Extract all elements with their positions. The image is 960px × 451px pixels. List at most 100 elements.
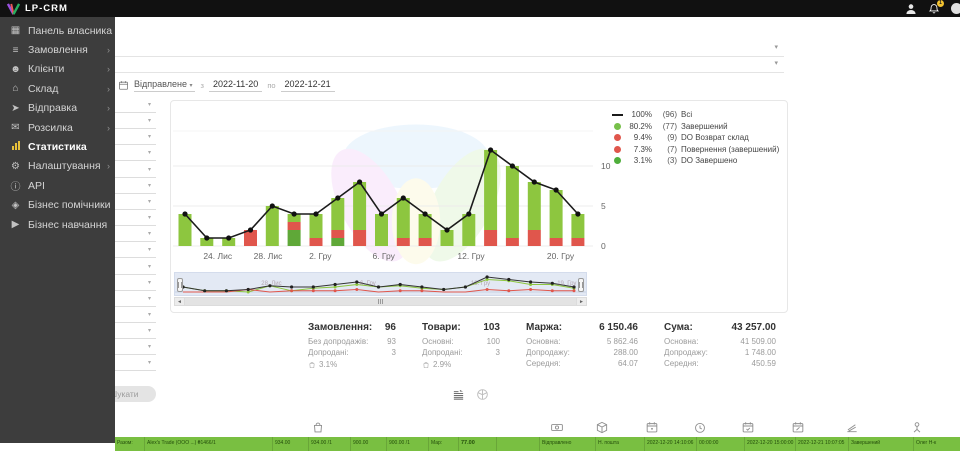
legend-label: Повернення (завершений) xyxy=(681,144,780,154)
date-type-select[interactable]: Відправлене ▾ xyxy=(134,78,196,92)
sidebar-item-2[interactable]: ≡ Замовлення › xyxy=(0,40,115,59)
navigator-tick-label: 13. Гру xyxy=(470,281,491,287)
scrollbar-thumb[interactable] xyxy=(185,298,576,305)
row-cell: Олег Н-к xyxy=(914,437,960,451)
warehouse-icon: ⌂ xyxy=(12,83,19,95)
chart-legend: 100% (96) Всі 80.2% (77) Завершений 9.4% (9) DO … xyxy=(611,109,779,167)
globe-view-icon[interactable] xyxy=(476,388,489,401)
row-cell: 900.00 xyxy=(351,437,387,451)
legend-item[interactable]: 9.4% (9) DO Возврат склад xyxy=(611,132,779,144)
legend-marker xyxy=(611,134,623,142)
legend-count: (96) xyxy=(662,110,677,120)
sidebar-item-label: Замовлення xyxy=(28,44,88,57)
calendar-sent-icon[interactable] xyxy=(742,421,755,434)
svg-text:24. Лис: 24. Лис xyxy=(203,251,233,261)
legend-marker xyxy=(611,122,623,130)
stat-title: Товари: xyxy=(422,322,461,333)
sidebar-item-label: Розсилка xyxy=(28,121,73,134)
navigator-tick-label: 19. Гру xyxy=(557,281,577,287)
stat-sub-label: Середня: xyxy=(526,359,561,368)
chart-navigator[interactable]: 28. Лис 6. Гру 13. Гру 19. Гру xyxy=(174,272,587,296)
sidebar-item-5[interactable]: ➤ Відправка › xyxy=(0,99,115,118)
banknote-icon[interactable] xyxy=(551,421,564,434)
row-cell: Завершений xyxy=(849,437,914,451)
stat-sub-value: 3 xyxy=(495,348,500,357)
row-cell: 2022-12-20 14:10:06 xyxy=(645,437,697,451)
status-chart-icon[interactable] xyxy=(846,421,859,434)
sidebar-item-11[interactable]: ▶ Бізнес навчання xyxy=(0,215,115,234)
table-row[interactable]: Разом: Alex's Trade (ООО ...) ₴1466/1 934.… xyxy=(115,437,960,451)
stats-column: Сума: 43 257.00 Основна: 41 509.00 Допродажу… xyxy=(664,322,776,369)
legend-count: (77) xyxy=(662,121,677,131)
legend-percent: 100% xyxy=(631,110,652,120)
stats-summary: Замовлення: 96 Без допродажів: 93 Допродані:… xyxy=(308,322,776,369)
navigator-handle-right[interactable] xyxy=(578,278,584,292)
stat-sub-label: Основна: xyxy=(664,337,699,346)
sidebar-item-label: Бізнес помічники xyxy=(28,199,111,212)
scroll-left-button[interactable]: ◄ xyxy=(175,298,185,305)
stat-value: 96 xyxy=(384,322,396,333)
sidebar-item-7[interactable]: Статистика xyxy=(0,137,115,156)
clients-icon: ☻ xyxy=(10,63,21,75)
notifications-bell-icon[interactable]: 1 xyxy=(928,0,944,15)
calendar-closed-icon[interactable] xyxy=(792,421,805,434)
chevron-right-icon: › xyxy=(107,45,110,56)
package-icon[interactable] xyxy=(596,421,609,434)
row-cell: 2022-12-20 15:00:00 xyxy=(745,437,796,451)
legend-item[interactable]: 80.2% (77) Завершений xyxy=(611,121,779,133)
filter-select-1[interactable] xyxy=(115,40,784,57)
stat-sub-value: 288.00 xyxy=(613,348,638,357)
svg-text:5: 5 xyxy=(601,201,606,211)
sidebar-item-3[interactable]: ☻ Клієнти › xyxy=(0,60,115,79)
legend-label: Завершений xyxy=(681,121,728,131)
statistics-icon xyxy=(8,141,23,153)
navigator-handle-left[interactable] xyxy=(177,278,183,292)
legend-item[interactable]: 3.1% (3) DO Завершено xyxy=(611,155,779,167)
stat-sub-label: Основні: xyxy=(422,337,454,346)
view-toggles xyxy=(452,388,489,401)
scroll-right-button[interactable]: ► xyxy=(576,298,586,305)
date-from-input[interactable]: 2022-11-20 xyxy=(208,79,263,92)
row-cell: Мар: xyxy=(429,437,459,451)
date-type-value: Відправлене xyxy=(134,78,187,89)
date-to-input[interactable]: 2022-12-21 xyxy=(280,79,335,92)
sidebar-item-label: Відправка xyxy=(28,102,78,115)
clock-icon[interactable] xyxy=(694,421,707,434)
row-cell: 00:00:00 xyxy=(697,437,745,451)
row-cell: Разом: xyxy=(115,437,145,451)
upsell-percent: 2.9% xyxy=(433,360,452,369)
legend-count: (7) xyxy=(667,144,677,154)
chevron-down-icon: ▾ xyxy=(189,82,193,89)
lp-crm-logo-icon xyxy=(6,2,21,16)
stats-column: Замовлення: 96 Без допродажів: 93 Допродані:… xyxy=(308,322,396,369)
chevron-right-icon: › xyxy=(107,122,110,133)
filter-select-2[interactable] xyxy=(115,56,784,73)
user-icon[interactable] xyxy=(905,3,917,15)
legend-marker xyxy=(611,157,623,165)
stat-sub-value: 64.07 xyxy=(617,359,638,368)
bag-icon[interactable] xyxy=(312,421,325,434)
sidebar-item-1[interactable]: ▦ Панель власника xyxy=(0,21,115,40)
stats-column: Товари: 103 Основні: 100 Допродані: 3 2.9% xyxy=(422,322,500,369)
sidebar-item-9[interactable]: ⓘ API xyxy=(0,176,115,195)
calendar-created-icon[interactable] xyxy=(646,421,659,434)
sidebar-item-10[interactable]: ◈ Бізнес помічники xyxy=(0,196,115,215)
stat-sub-value: 3 xyxy=(391,348,396,357)
manager-icon[interactable] xyxy=(911,421,924,434)
row-cell: 900.00 /1 xyxy=(387,437,429,451)
legend-item[interactable]: 100% (96) Всі xyxy=(611,109,779,121)
helpers-icon: ◈ xyxy=(11,199,20,211)
chart-scrollbar[interactable]: ◄ ► xyxy=(174,297,587,306)
table-view-icon[interactable] xyxy=(452,388,465,401)
shipping-icon: ➤ xyxy=(11,102,20,114)
sidebar-item-4[interactable]: ⌂ Склад › xyxy=(0,79,115,98)
row-cell: 77.00 xyxy=(459,437,497,451)
legend-item[interactable]: 7.3% (7) Повернення (завершений) xyxy=(611,144,779,156)
sidebar-item-6[interactable]: ✉ Розсилка › xyxy=(0,118,115,137)
svg-text:0: 0 xyxy=(601,241,606,251)
sidebar-item-8[interactable]: ⚙ Налаштування › xyxy=(0,157,115,176)
stat-sub-value: 1 748.00 xyxy=(744,348,776,357)
stat-title: Маржа: xyxy=(526,322,563,333)
orders-chart[interactable]: 0 5 10 24. Лис 28. Лис 2. Гру 6. Гру 12. Гру 20.… xyxy=(173,103,787,271)
